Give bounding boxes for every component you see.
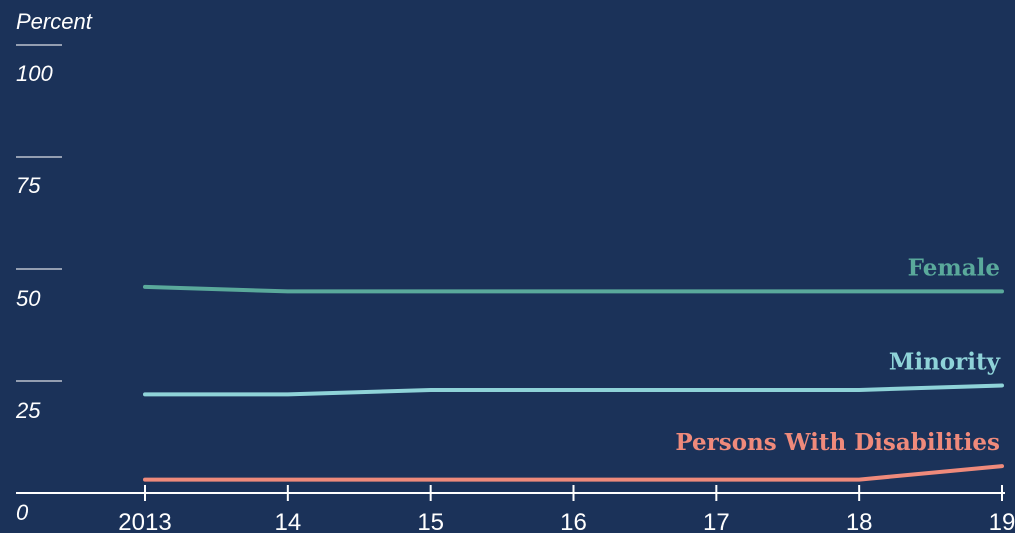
- x-axis: 2013 14 15 16 17 18 19: [118, 485, 1015, 533]
- x-tick-label-15: 15: [417, 509, 444, 533]
- series-line-female: [143, 284, 1004, 294]
- series-label-minority: Minority: [889, 348, 1001, 375]
- y-tick-label-25: 25: [15, 398, 41, 423]
- y-tick-label-0: 0: [16, 500, 29, 525]
- y-axis: Percent 100 75 50 25 0: [15, 9, 93, 525]
- series-labels: Female Minority Persons With Disabilities: [675, 254, 1000, 456]
- series-label-persons-with-disabilities: Persons With Disabilities: [675, 429, 1000, 456]
- y-tick-label-75: 75: [16, 173, 41, 198]
- y-axis-title: Percent: [16, 9, 93, 34]
- y-tick-label-100: 100: [16, 61, 53, 86]
- x-tick-label-2013: 2013: [118, 509, 171, 533]
- series-line-minority: [143, 383, 1004, 397]
- x-tick-label-18: 18: [846, 509, 873, 533]
- series-lines: [143, 284, 1004, 482]
- y-tick-label-50: 50: [16, 286, 41, 311]
- series-line-persons-with-disabilities: [143, 464, 1004, 482]
- y-tick-marks: [16, 44, 62, 382]
- series-label-female: Female: [908, 254, 1000, 281]
- x-tick-label-14: 14: [274, 509, 301, 533]
- x-tick-label-19: 19: [989, 509, 1015, 533]
- x-tick-label-16: 16: [560, 509, 587, 533]
- x-tick-label-17: 17: [703, 509, 730, 533]
